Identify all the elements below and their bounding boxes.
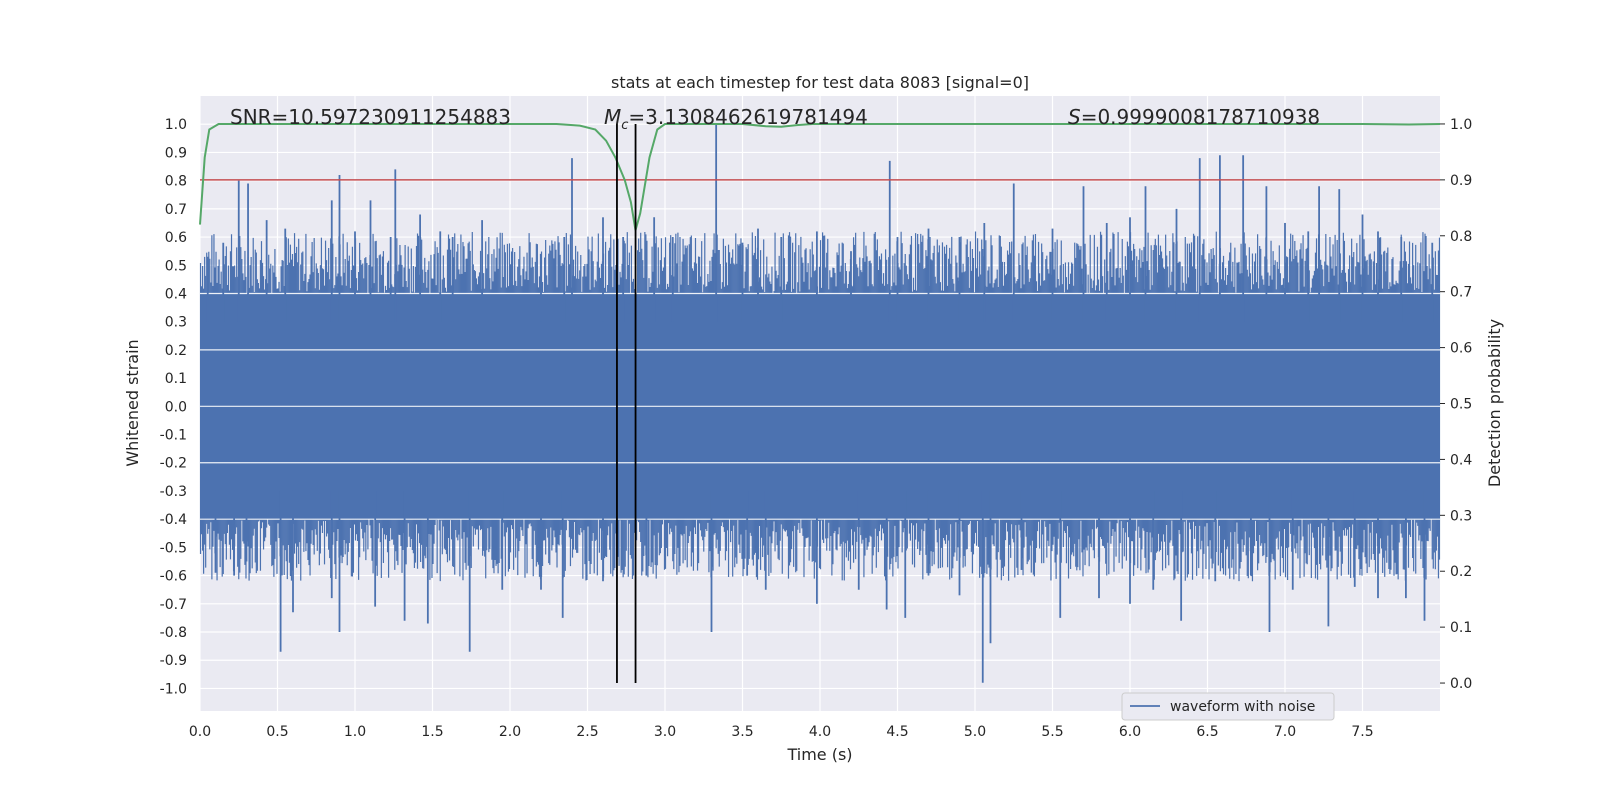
y-tick-label-0: 1.0 bbox=[165, 117, 187, 133]
chart-title: stats at each timestep for test data 808… bbox=[611, 73, 1029, 92]
y-tick-label-15: -0.5 bbox=[160, 540, 187, 556]
y-tick-label-18: -0.8 bbox=[160, 625, 187, 641]
chirp-mass-annotation: Mc=3.1308462619781494 bbox=[604, 105, 868, 133]
x-tick-label-9: 4.5 bbox=[886, 724, 908, 740]
y-tick-label-19: -0.9 bbox=[160, 653, 187, 669]
snr-annotation: SNR=10.597230911254883 bbox=[230, 105, 511, 129]
y-tick-label-7: 0.3 bbox=[165, 315, 187, 331]
probability-line-path bbox=[199, 123, 1441, 231]
y-tick-label-16: -0.6 bbox=[160, 569, 187, 585]
y-tick-label-14: -0.4 bbox=[160, 512, 187, 528]
y-tick-label-17: -0.7 bbox=[160, 597, 187, 613]
x-tick-label-5: 2.5 bbox=[576, 724, 598, 740]
y-tick-label-1: 0.9 bbox=[165, 145, 187, 161]
x-tick-label-1: 0.5 bbox=[266, 724, 288, 740]
y2-tick-label-0: 1.0 bbox=[1450, 117, 1472, 133]
x-tick-label-12: 6.0 bbox=[1119, 724, 1141, 740]
y-tick-label-11: -0.1 bbox=[160, 428, 187, 444]
y2-tick-label-1: 0.9 bbox=[1450, 173, 1472, 189]
y2-tick-label-2: 0.8 bbox=[1450, 229, 1472, 245]
x-tick-label-6: 3.0 bbox=[654, 724, 676, 740]
y2-tick-label-9: 0.1 bbox=[1450, 620, 1472, 636]
x-tick-label-3: 1.5 bbox=[421, 724, 443, 740]
s-annotation: S=0.9999008178710938 bbox=[1068, 105, 1320, 129]
legend: waveform with noise bbox=[1121, 692, 1335, 721]
chirp-mass-symbol: M bbox=[604, 105, 621, 129]
y-tick-label-12: -0.2 bbox=[160, 456, 187, 472]
y-axis-title: Whitened strain bbox=[123, 339, 142, 466]
chirp-mass-subscript: c bbox=[621, 118, 628, 133]
y-tick-label-8: 0.2 bbox=[165, 343, 187, 359]
y-tick-label-10: 0.0 bbox=[165, 399, 187, 415]
y2-tick-label-4: 0.6 bbox=[1450, 341, 1472, 357]
legend-label: waveform with noise bbox=[1170, 699, 1315, 715]
y-tick-label-5: 0.5 bbox=[165, 258, 187, 274]
y2-tick-label-10: 0.0 bbox=[1450, 676, 1472, 692]
event-lines bbox=[616, 123, 637, 684]
x-tick-label-15: 7.5 bbox=[1351, 724, 1373, 740]
waveform-spikes bbox=[206, 124, 1434, 683]
y-tick-label-9: 0.1 bbox=[165, 371, 187, 387]
x-tick-label-14: 7.0 bbox=[1274, 724, 1296, 740]
y-tick-label-2: 0.8 bbox=[165, 174, 187, 190]
chirp-mass-value: =3.1308462619781494 bbox=[628, 105, 867, 129]
tick-labels: 0.0 0.5 1.0 1.5 2.0 2.5 3.0 3.5 4.0 4.5 5.0 5.5 6.0 6… bbox=[160, 117, 1473, 740]
x-tick-label-10: 5.0 bbox=[964, 724, 986, 740]
y2-tick-label-5: 0.5 bbox=[1450, 397, 1472, 413]
s-symbol: S bbox=[1068, 105, 1081, 129]
x-tick-label-0: 0.0 bbox=[189, 724, 211, 740]
x-tick-label-2: 1.0 bbox=[344, 724, 366, 740]
y-tick-label-13: -0.3 bbox=[160, 484, 187, 500]
y2-axis-title: Detection probability bbox=[1485, 319, 1504, 487]
x-tick-label-8: 4.0 bbox=[809, 724, 831, 740]
y2-tick-label-6: 0.4 bbox=[1450, 452, 1472, 468]
s-value: =0.9999008178710938 bbox=[1081, 105, 1320, 129]
x-axis-title: Time (s) bbox=[786, 745, 852, 764]
y-tick-label-20: -1.0 bbox=[160, 681, 187, 697]
x-tick-label-13: 6.5 bbox=[1196, 724, 1218, 740]
y-tick-label-4: 0.6 bbox=[165, 230, 187, 246]
legend-box bbox=[1121, 692, 1335, 721]
x-tick-label-4: 2.0 bbox=[499, 724, 521, 740]
y2-tick-label-8: 0.2 bbox=[1450, 564, 1472, 580]
x-tick-label-11: 5.5 bbox=[1041, 724, 1063, 740]
y2-tick-label-3: 0.7 bbox=[1450, 285, 1472, 301]
y-tick-label-3: 0.7 bbox=[165, 202, 187, 218]
y2-tick-label-7: 0.3 bbox=[1450, 508, 1472, 524]
y-tick-label-6: 0.4 bbox=[165, 286, 187, 302]
x-tick-label-7: 3.5 bbox=[731, 724, 753, 740]
probability-line bbox=[199, 123, 1441, 231]
